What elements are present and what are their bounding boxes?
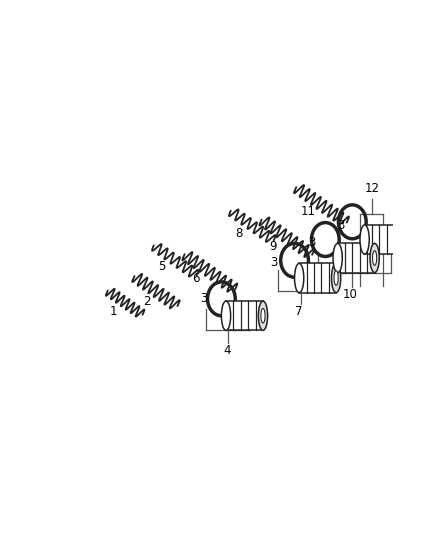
Ellipse shape bbox=[373, 251, 377, 265]
Ellipse shape bbox=[294, 263, 304, 293]
Text: 1: 1 bbox=[110, 305, 117, 318]
Text: 2: 2 bbox=[143, 295, 151, 308]
Text: 3: 3 bbox=[337, 219, 344, 232]
Bar bbox=[299, 263, 336, 293]
Text: 6: 6 bbox=[192, 271, 200, 285]
Text: 5: 5 bbox=[159, 260, 166, 273]
Ellipse shape bbox=[370, 244, 379, 273]
Text: 12: 12 bbox=[365, 182, 380, 195]
Ellipse shape bbox=[332, 263, 341, 293]
Text: 8: 8 bbox=[235, 227, 243, 240]
Text: 7: 7 bbox=[295, 305, 303, 318]
Bar bbox=[226, 301, 263, 330]
Text: 10: 10 bbox=[343, 288, 357, 302]
Text: 11: 11 bbox=[301, 205, 316, 219]
Bar bbox=[364, 225, 402, 254]
Ellipse shape bbox=[334, 271, 338, 285]
Text: 3: 3 bbox=[308, 236, 316, 249]
Text: 4: 4 bbox=[223, 344, 230, 357]
Ellipse shape bbox=[333, 244, 342, 273]
Text: 3: 3 bbox=[270, 256, 277, 269]
Ellipse shape bbox=[397, 225, 406, 254]
Ellipse shape bbox=[261, 309, 265, 323]
Ellipse shape bbox=[258, 301, 268, 330]
Text: 9: 9 bbox=[269, 240, 277, 253]
Ellipse shape bbox=[221, 301, 231, 330]
Ellipse shape bbox=[399, 232, 404, 247]
Ellipse shape bbox=[360, 225, 369, 254]
Bar bbox=[338, 244, 374, 273]
Text: 3: 3 bbox=[200, 292, 207, 305]
